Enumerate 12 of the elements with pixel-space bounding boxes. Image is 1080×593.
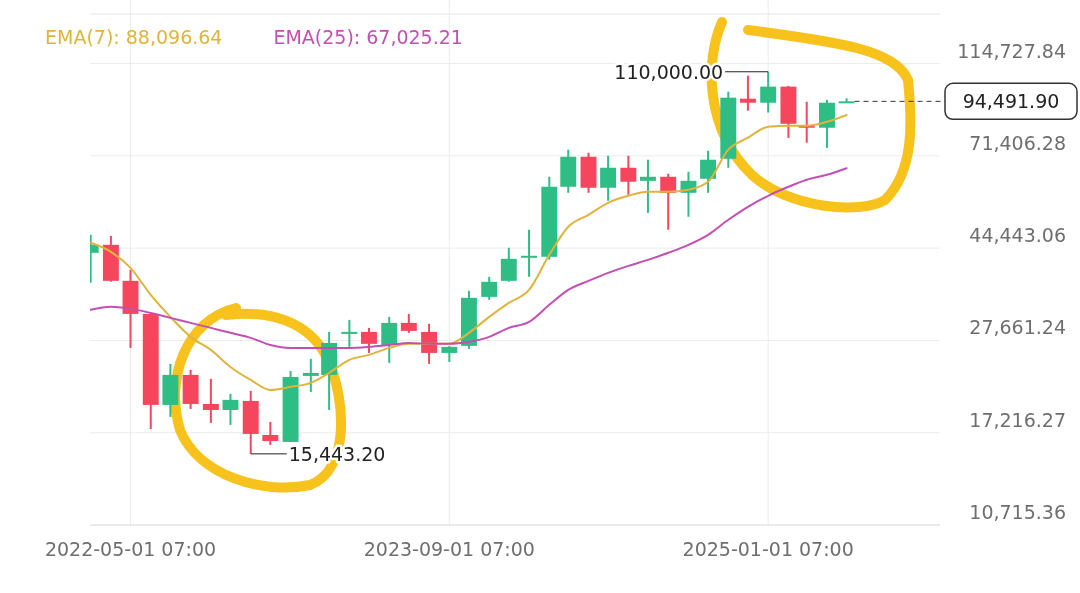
y-tick-label: 114,727.84	[957, 39, 1066, 62]
x-tick-label: 2025-01-01 07:00	[682, 538, 854, 560]
ref-line-label: 94,491.90	[962, 90, 1060, 113]
text: EMA(25): 67,025.21	[273, 26, 463, 48]
y-tick-label: 10,715.36	[969, 501, 1066, 523]
text: EMA(7): 88,096.64	[45, 26, 223, 48]
x-tick-label: 2023-09-01 07:00	[363, 538, 535, 560]
y-tick-label: 71,406.28	[969, 131, 1066, 154]
y-tick-label: 17,216.27	[969, 408, 1066, 431]
y-tick-label: 44,443.06	[969, 224, 1066, 247]
y-tick-label: 27,661.24	[969, 316, 1066, 339]
x-tick-label: 2022-05-01 07:00	[44, 538, 217, 560]
